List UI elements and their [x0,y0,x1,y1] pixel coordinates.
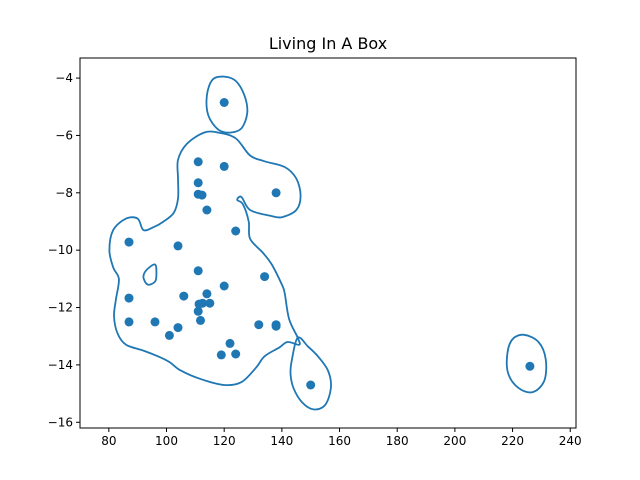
scatter-point [219,161,229,171]
x-tick-label: 240 [559,434,582,448]
scatter-point [197,190,207,200]
axes-frame [79,57,577,429]
scatter-point [193,266,203,276]
scatter-point [202,289,212,299]
scatter-point [196,315,205,325]
contour-line [205,75,249,134]
contour-line [505,333,548,394]
x-tick-label: 220 [501,434,524,448]
scatter-point [173,241,183,251]
scatter-point [231,226,241,236]
scatter-point [271,321,281,331]
scatter-point [254,320,264,330]
scatter-point [150,317,160,327]
scatter-point [173,323,183,333]
x-tick-label: 120 [213,434,236,448]
scatter-point [124,293,134,303]
scatter-point [124,237,134,247]
contour-line [289,336,332,411]
x-tick-label: 100 [155,434,178,448]
y-tick-label: −8 [55,186,73,200]
scatter-point [219,281,229,291]
y-tick-label: −14 [48,358,73,372]
scatter-point [525,361,535,371]
plot-area: 80 100 120 140 160 180 200 220 240 −4−6−8−10−12−… [48,57,582,448]
y-tick-label: −6 [55,128,73,142]
scatter-points [124,98,535,390]
scatter-point [260,272,270,282]
scatter-point [179,291,189,301]
contour-line [108,130,302,387]
scatter-point [164,330,174,340]
x-tick-label: 80 [101,434,116,448]
y-axis: −4 −6 −8 −10 −12 −14 −16 [48,71,80,429]
scatter-point [231,349,241,359]
scatter-point [193,306,203,316]
density-contours [108,75,548,411]
scatter-point [306,380,316,390]
y-tick-label: −12 [48,301,73,315]
scatter-point [193,178,203,188]
contour-line [142,263,158,286]
scatter-point [216,350,226,360]
scatter-point [271,188,281,198]
scatter-point [193,157,203,167]
y-tick-label: −4 [55,71,73,85]
scatter-point [219,98,229,107]
scatter-point [225,338,235,348]
scatter-point [124,317,134,327]
x-tick-label: 180 [386,434,409,448]
scatter-point [205,298,215,308]
scatter-point [198,298,208,308]
x-tick-label: 160 [328,434,351,448]
y-tick-label: −16 [48,415,73,429]
y-tick-label: −10 [48,243,73,257]
x-tick-label: 200 [443,434,466,448]
x-axis: 80 100 120 140 160 180 200 220 240 [101,428,582,448]
scatter-point [202,205,212,215]
x-tick-label: 140 [270,434,293,448]
chart-title: Living In A Box [269,34,387,53]
